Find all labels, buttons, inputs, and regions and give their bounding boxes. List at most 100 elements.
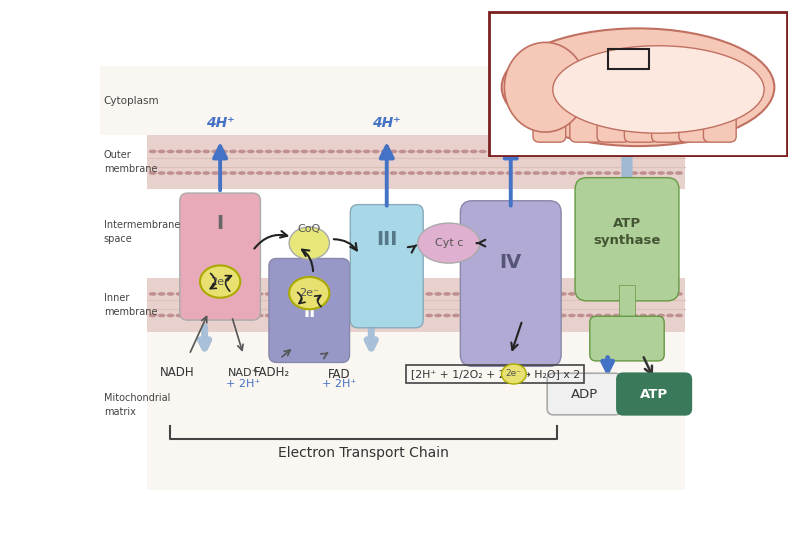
Ellipse shape [310,314,317,317]
Ellipse shape [479,292,486,296]
Ellipse shape [327,292,335,296]
Ellipse shape [532,150,540,153]
FancyBboxPatch shape [575,178,679,301]
Text: 2e⁻: 2e⁻ [210,277,230,287]
Ellipse shape [488,171,495,175]
Ellipse shape [577,150,585,153]
Ellipse shape [390,292,398,296]
Ellipse shape [506,171,514,175]
Ellipse shape [194,171,201,175]
Ellipse shape [175,314,183,317]
Ellipse shape [336,314,344,317]
Ellipse shape [247,150,254,153]
Ellipse shape [497,171,505,175]
Ellipse shape [586,171,594,175]
Ellipse shape [514,292,522,296]
Ellipse shape [630,150,638,153]
Ellipse shape [398,292,406,296]
Ellipse shape [301,292,308,296]
Ellipse shape [666,314,674,317]
Bar [146,135,685,189]
Ellipse shape [381,171,389,175]
Ellipse shape [452,314,460,317]
Ellipse shape [594,292,602,296]
Ellipse shape [354,171,362,175]
Ellipse shape [336,171,344,175]
Ellipse shape [381,314,389,317]
Ellipse shape [639,314,647,317]
Ellipse shape [577,171,585,175]
Ellipse shape [622,150,630,153]
FancyBboxPatch shape [597,69,630,142]
Ellipse shape [648,171,656,175]
Text: + 2H⁺: + 2H⁺ [322,379,356,389]
Ellipse shape [506,150,514,153]
Text: ATP
synthase: ATP synthase [594,217,661,246]
Text: IV: IV [500,253,522,272]
Ellipse shape [550,150,558,153]
FancyBboxPatch shape [570,69,602,142]
Text: Mitochondrial
matrix: Mitochondrial matrix [104,393,170,417]
Ellipse shape [289,277,330,309]
Ellipse shape [550,314,558,317]
Ellipse shape [175,171,183,175]
Ellipse shape [194,292,201,296]
Ellipse shape [185,314,192,317]
Ellipse shape [416,150,424,153]
Text: 2e⁻: 2e⁻ [299,288,319,298]
Ellipse shape [514,171,522,175]
Ellipse shape [604,314,611,317]
Ellipse shape [202,314,210,317]
Ellipse shape [202,292,210,296]
FancyBboxPatch shape [180,193,261,320]
Ellipse shape [604,292,611,296]
Ellipse shape [149,150,157,153]
Ellipse shape [256,150,264,153]
Ellipse shape [282,171,290,175]
Ellipse shape [532,314,540,317]
Ellipse shape [318,171,326,175]
Ellipse shape [200,266,240,298]
Text: II: II [303,304,315,321]
Ellipse shape [559,314,567,317]
Ellipse shape [658,314,665,317]
Ellipse shape [613,150,620,153]
Ellipse shape [354,314,362,317]
Ellipse shape [594,314,602,317]
Ellipse shape [185,150,192,153]
Text: III: III [376,230,398,249]
Ellipse shape [407,292,415,296]
Ellipse shape [418,223,480,263]
Ellipse shape [175,150,183,153]
Text: ADP: ADP [570,388,598,400]
Ellipse shape [470,314,478,317]
FancyBboxPatch shape [590,316,664,361]
Bar [100,66,720,135]
Ellipse shape [613,314,620,317]
Ellipse shape [506,314,514,317]
Bar [146,332,685,490]
Ellipse shape [158,292,166,296]
Ellipse shape [648,314,656,317]
FancyBboxPatch shape [350,205,423,328]
Ellipse shape [158,314,166,317]
Ellipse shape [514,150,522,153]
Ellipse shape [523,171,531,175]
Ellipse shape [622,292,630,296]
Text: Electron Transport Chain: Electron Transport Chain [278,446,449,460]
Ellipse shape [149,292,157,296]
Ellipse shape [202,171,210,175]
Ellipse shape [479,171,486,175]
Ellipse shape [407,150,415,153]
Ellipse shape [318,292,326,296]
Ellipse shape [461,171,469,175]
Ellipse shape [407,171,415,175]
Text: 2e⁻: 2e⁻ [506,370,522,378]
Ellipse shape [470,292,478,296]
Bar [619,285,634,328]
Ellipse shape [247,314,254,317]
Text: Cytoplasm: Cytoplasm [104,96,159,106]
Ellipse shape [416,171,424,175]
FancyBboxPatch shape [269,258,350,362]
Text: NADH: NADH [160,366,195,379]
